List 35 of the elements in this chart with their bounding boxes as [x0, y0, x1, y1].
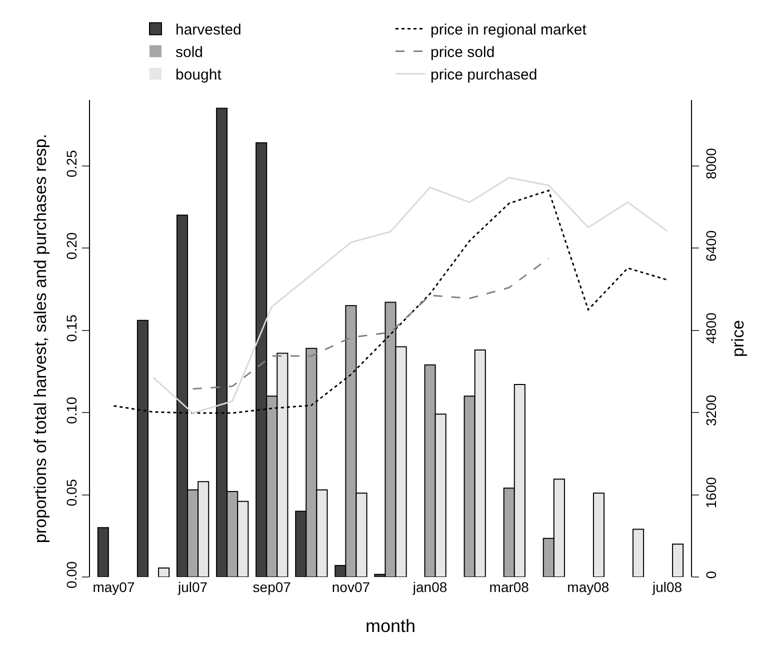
x-tick-label: mar08 [489, 579, 530, 595]
x-tick-label: jul07 [177, 579, 208, 595]
y-tick-label: 0.00 [63, 561, 80, 589]
y2-axis-title: price [728, 320, 748, 357]
line-series [192, 258, 550, 390]
x-tick-label: jul08 [651, 579, 682, 595]
x-tick-label: may07 [92, 579, 135, 595]
legend-label: sold [176, 44, 204, 62]
y2-tick-label: 0 [702, 570, 719, 579]
y2-tick-label: 8000 [702, 148, 719, 180]
y-tick-label: 0.10 [63, 396, 80, 424]
y-tick-label: 0.05 [63, 478, 80, 506]
x-axis-title: month [365, 616, 416, 636]
legend-label: price in regional market [430, 22, 588, 39]
bar [672, 544, 684, 577]
legend-label: price purchased [430, 66, 538, 84]
y2-tick-label: 4800 [702, 312, 719, 344]
legend-label: bought [176, 66, 222, 84]
x-tick-label: may08 [567, 579, 610, 595]
bar [97, 527, 109, 577]
y-tick-label: 0.25 [63, 150, 80, 178]
x-tick-label: jan08 [412, 579, 448, 595]
y-tick-label: 0.15 [63, 314, 80, 342]
x-tick-label: sep07 [252, 579, 292, 595]
bar [632, 528, 644, 577]
legend-label: harvested [176, 22, 242, 39]
y2-tick-label: 3200 [702, 394, 719, 426]
y-axis-title: proportions of total harvest, sales and purchases resp. [31, 134, 50, 544]
y-tick-label: 0.20 [63, 232, 80, 260]
y2-tick-label: 1600 [702, 476, 719, 508]
y2-tick-label: 6400 [702, 230, 719, 262]
legend-label: price sold [430, 44, 495, 62]
bar [592, 492, 605, 577]
bar [158, 567, 170, 577]
x-tick-label: nov07 [332, 579, 370, 595]
